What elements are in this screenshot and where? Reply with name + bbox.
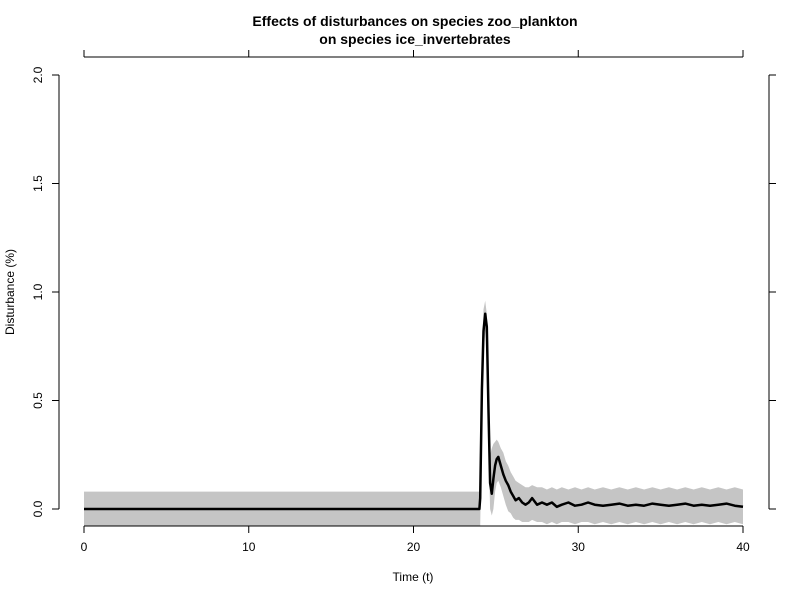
chart-title-line1: Effects of disturbances on species zoo_p… bbox=[252, 13, 577, 29]
series-line bbox=[84, 312, 744, 511]
y-tick-label: 1.5 bbox=[31, 175, 45, 192]
y-tick-label: 1.0 bbox=[31, 283, 45, 300]
confidence-band bbox=[84, 300, 743, 527]
x-tick-label: 40 bbox=[736, 540, 750, 554]
chart-title-line2: on species ice_invertebrates bbox=[319, 31, 511, 47]
axes: 0 10 20 30 40 0.0 0.5 1.0 1.5 2.0 bbox=[31, 50, 776, 554]
x-tick-label: 30 bbox=[572, 540, 586, 554]
y-axis-label: Disturbance (%) bbox=[3, 249, 17, 335]
x-tick-label: 20 bbox=[407, 540, 421, 554]
x-tick-label: 0 bbox=[81, 540, 88, 554]
x-tick-label: 10 bbox=[242, 540, 256, 554]
y-tick-label: 0.0 bbox=[31, 500, 45, 517]
y-tick-label: 2.0 bbox=[31, 66, 45, 83]
y-tick-label: 0.5 bbox=[31, 392, 45, 409]
x-axis-label: Time (t) bbox=[393, 570, 434, 584]
